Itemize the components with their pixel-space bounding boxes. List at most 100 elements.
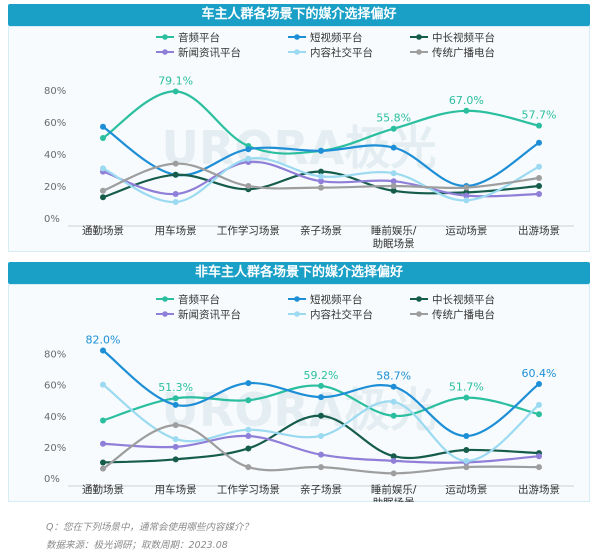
data-point [536,381,542,388]
y-tick-label: 40% [44,150,66,161]
data-point [100,135,106,141]
line-chart-car-owners: URORA极光0%20%40%60%80%通勤场景 用车场景 工作学习场景 亲子场景睡… [44,31,574,250]
data-point [536,183,542,189]
data-point [100,440,106,447]
data-label: 51.3% [158,381,193,394]
data-point [245,380,252,387]
data-point [463,394,470,401]
data-point [172,436,179,443]
data-point [318,394,324,401]
watermark-logo: URORA极光 [162,383,437,437]
data-point [172,199,179,205]
legend-swatch-marker [416,34,422,40]
data-point [245,445,252,452]
data-point [536,453,542,460]
data-point [172,88,179,95]
legend-swatch-marker [294,34,300,40]
data-point [463,457,470,464]
data-point [536,163,542,170]
data-label: 51.7% [449,381,484,394]
survey-question-note: Q：您在下列场景中，通常会使用哪些内容媒介？ [46,522,253,533]
data-point [100,123,106,130]
data-point [390,412,397,419]
legend-swatch-marker [416,296,422,302]
data-label: 59.2% [304,369,339,382]
y-tick-label: 60% [44,381,66,392]
data-point [245,464,252,471]
x-tick-label: 助眠场景 [373,237,415,250]
data-point [390,183,397,189]
data-label: 67.0% [449,94,484,107]
data-point [172,160,179,167]
data-point [390,125,397,132]
data-point [100,194,106,201]
data-label: 57.7% [522,109,557,122]
legend-label: 音频平台 [178,293,220,306]
data-point [172,456,179,463]
x-tick-label: 工作学习场景 [217,224,280,237]
chart-panel-car-owners: 车主人群各场景下的媒介选择偏好 URORA极光 0% 20% 40% 60% 80% 通勤场… [8,4,590,252]
data-point [390,170,397,177]
data-point [172,171,179,178]
data-label: 60.4% [522,367,557,380]
data-label: 82.0% [86,333,121,346]
data-point [172,422,179,429]
data-point [172,395,179,402]
data-label: 58.7% [376,370,411,383]
data-point [390,383,397,390]
data-point [172,401,179,408]
legend-label: 新闻资讯平台 [178,308,241,321]
legend-swatch-marker [294,311,300,317]
legend-swatch-marker [416,311,422,317]
data-point [100,459,106,466]
y-tick-label: 20% [44,182,66,193]
data-point [463,192,470,199]
y-tick-label: 0% [44,214,60,225]
data-point [318,382,324,389]
data-point [390,178,397,185]
data-point [318,464,324,471]
legend-label: 内容社交平台 [310,308,373,321]
data-point [100,381,106,388]
legend-label: 中长视频平台 [432,293,495,306]
x-tick-label: 运动场景 [445,224,487,237]
x-tick-label: 运动场景 [445,483,487,496]
x-tick-label: 睡前娱乐/ [371,483,417,496]
data-point [390,457,397,464]
x-tick-label: 出游场景 [518,224,560,237]
data-point [245,183,252,189]
x-tick-label: 通勤场景 [82,483,124,496]
data-point [100,347,106,354]
data-point [390,453,397,460]
legend-label: 内容社交平台 [310,46,373,59]
y-tick-label: 40% [44,412,66,423]
data-point [463,107,470,114]
data-point [245,397,252,404]
x-tick-label: 工作学习场景 [217,483,280,496]
line-chart-non-car-owners: URORA极光 0% 20% 40% 60% 80% 通勤场景 用车场景 工作学习场景 亲子场景 睡… [44,293,574,502]
y-tick-label: 0% [44,474,60,485]
data-point [536,191,542,197]
data-point [100,187,106,194]
data-point [172,443,179,450]
legend-label: 音频平台 [178,31,220,44]
chart-panel-non-car-owners: 非车主人群各场景下的媒介选择偏好 URORA极光 0% 20% 40% 60% 80% 通勤… [8,262,590,502]
data-point [463,433,470,439]
y-tick-label: 80% [44,86,66,97]
data-point [100,465,106,472]
x-tick-label: 助眠场景 [373,496,415,502]
data-point [536,122,542,129]
x-tick-label: 用车场景 [155,224,197,237]
data-label: 79.1% [158,74,193,87]
legend-label: 短视频平台 [310,293,363,306]
data-point [390,398,397,405]
data-point [318,451,324,458]
y-tick-label: 80% [44,350,66,361]
data-point [536,411,542,418]
data-point [318,184,324,191]
data-label: 55.8% [376,112,411,125]
data-point [245,433,252,439]
data-point [245,146,252,153]
data-point [463,184,470,191]
legend-label: 新闻资讯平台 [178,46,241,59]
